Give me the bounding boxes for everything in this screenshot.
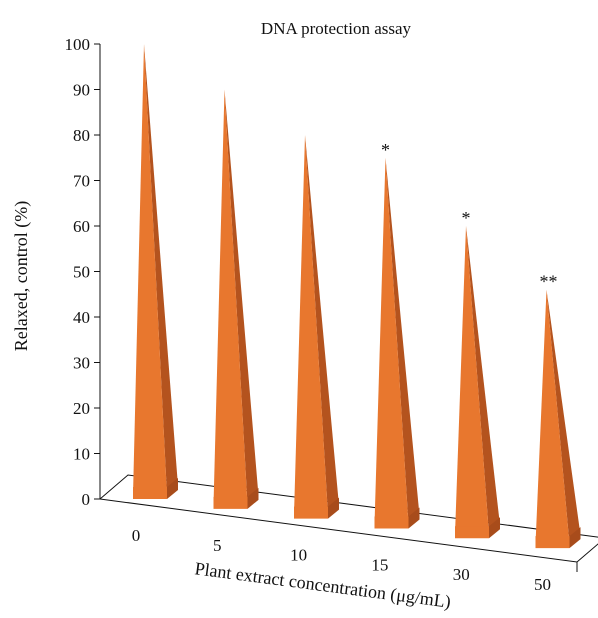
bar-side-face bbox=[466, 226, 500, 535]
y-tick-label: 70 bbox=[73, 172, 90, 191]
floor-plane bbox=[98, 474, 598, 563]
y-tick-label: 80 bbox=[73, 126, 90, 145]
bar bbox=[294, 135, 339, 519]
bar-side-face bbox=[546, 289, 581, 545]
x-axis-ticks: 0 5 10 15 30 50 bbox=[132, 526, 551, 594]
axes bbox=[98, 44, 598, 572]
bar-side-face bbox=[144, 44, 178, 495]
bar-base-side bbox=[167, 478, 178, 499]
bar-base-side bbox=[489, 517, 500, 539]
bar-front-face bbox=[455, 226, 489, 535]
significance-marker: ** bbox=[540, 272, 558, 292]
bar-front-face bbox=[133, 44, 167, 495]
y-axis-ticks: 0 10 20 30 40 50 60 70 80 90 100 bbox=[65, 35, 100, 509]
y-tick-label: 90 bbox=[73, 81, 90, 100]
x-tick-label: 0 bbox=[132, 526, 141, 545]
bar bbox=[133, 44, 178, 499]
bar-base-front bbox=[535, 536, 570, 549]
y-tick-label: 60 bbox=[73, 217, 90, 236]
bar-base-side bbox=[408, 507, 420, 529]
y-tick-label: 40 bbox=[73, 308, 90, 327]
bar-front-face bbox=[213, 89, 248, 505]
y-tick-label: 20 bbox=[73, 399, 90, 418]
x-tick-label: 15 bbox=[371, 555, 388, 574]
x-axis-label: Plant extract concentration (μg/mL) bbox=[193, 558, 452, 613]
x-tick-label: 5 bbox=[213, 536, 222, 555]
bar-base-side bbox=[328, 497, 339, 519]
bar-front-face bbox=[535, 289, 570, 545]
chart-title: DNA protection assay bbox=[261, 19, 412, 38]
y-tick-label: 100 bbox=[65, 35, 91, 54]
bar bbox=[374, 157, 420, 529]
bar-base-front bbox=[374, 516, 409, 529]
bar-base-front bbox=[294, 506, 328, 519]
bar-base-side bbox=[569, 527, 581, 549]
bar bbox=[535, 289, 581, 549]
bar-side-face bbox=[224, 89, 259, 505]
bar-side-face bbox=[305, 135, 339, 515]
bar-base-front bbox=[455, 526, 489, 539]
bar-base-side bbox=[247, 487, 259, 509]
y-tick-label: 0 bbox=[82, 490, 91, 509]
y-tick-label: 10 bbox=[73, 445, 90, 464]
bar-front-face bbox=[374, 157, 409, 525]
bar-side-face bbox=[385, 157, 420, 525]
bar-base-front bbox=[133, 487, 167, 499]
significance-marker: * bbox=[381, 140, 390, 160]
bar-front-face bbox=[294, 135, 328, 515]
x-tick-label: 10 bbox=[290, 546, 307, 565]
bar-series bbox=[133, 44, 581, 549]
significance-marker: * bbox=[462, 208, 471, 228]
y-axis-label: Relaxed, control (%) bbox=[11, 201, 32, 351]
significance-annotations: **** bbox=[381, 140, 558, 292]
x-tick-label: 30 bbox=[453, 565, 470, 584]
bar bbox=[455, 226, 500, 539]
bar bbox=[213, 89, 259, 509]
x-tick-label: 50 bbox=[534, 575, 551, 594]
y-tick-label: 30 bbox=[73, 354, 90, 373]
y-tick-label: 50 bbox=[73, 263, 90, 282]
bar-base-front bbox=[213, 496, 248, 509]
